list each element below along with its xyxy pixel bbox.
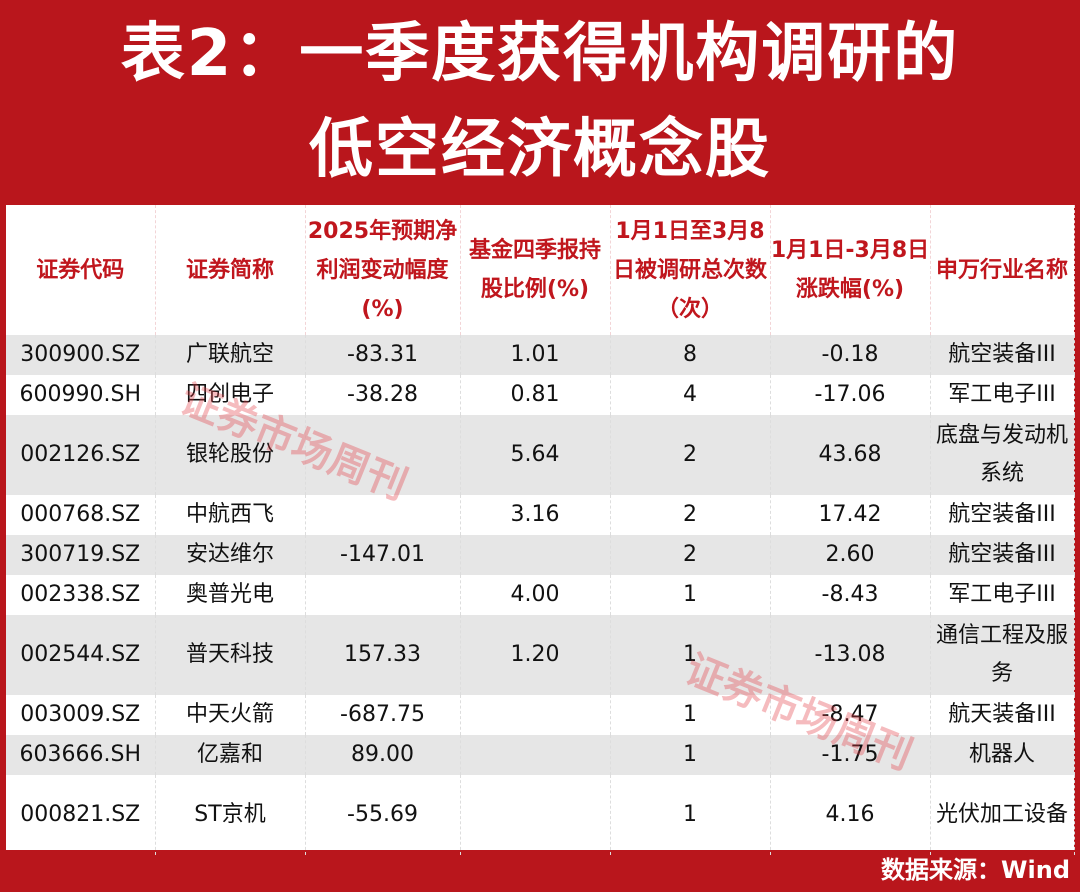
table-cell: ST京机 <box>155 775 306 855</box>
column-header: 基金四季报持股比例(%) <box>460 205 611 335</box>
table-cell: -147.01 <box>305 535 461 575</box>
table-cell: 002338.SZ <box>6 575 156 615</box>
table-cell: 广联航空 <box>155 335 306 375</box>
title-line-2: 低空经济概念股 <box>309 113 771 187</box>
table-row: 300900.SZ 广联航空 -83.31 1.01 8 -0.18 航空装备III <box>6 335 1075 375</box>
table-cell: -8.43 <box>770 575 931 615</box>
column-header: 1月1日-3月8日涨跌幅(%) <box>770 205 931 335</box>
table-cell: -687.75 <box>305 695 461 735</box>
title-line-1: 表2：一季度获得机构调研的 <box>120 17 960 91</box>
table-cell: 军工电子III <box>930 375 1075 415</box>
table-cell: 航天装备III <box>930 695 1075 735</box>
table-cell: 1 <box>610 575 771 615</box>
table-cell <box>460 695 611 735</box>
table-cell <box>460 735 611 775</box>
table-cell <box>305 415 461 495</box>
page-title: 表2：一季度获得机构调研的 低空经济概念股 <box>0 0 1080 205</box>
table-row: 000768.SZ 中航西飞 3.16 2 17.42 航空装备III <box>6 495 1075 535</box>
source-footer: 数据来源：Wind <box>881 856 1070 884</box>
table-cell: 1 <box>610 735 771 775</box>
table-cell: 军工电子III <box>930 575 1075 615</box>
table-cell: 0.81 <box>460 375 611 415</box>
table-cell: 航空装备III <box>930 535 1075 575</box>
table-cell: 普天科技 <box>155 615 306 695</box>
table-cell: 机器人 <box>930 735 1075 775</box>
table-cell: 4.16 <box>770 775 931 855</box>
table-cell: 003009.SZ <box>6 695 156 735</box>
table-cell: -38.28 <box>305 375 461 415</box>
table-cell: 航空装备III <box>930 335 1075 375</box>
table-cell: 000768.SZ <box>6 495 156 535</box>
table-cell <box>305 575 461 615</box>
table-cell <box>460 535 611 575</box>
table-cell: 2 <box>610 495 771 535</box>
table-cell: 17.42 <box>770 495 931 535</box>
table-cell: -55.69 <box>305 775 461 855</box>
table-cell: 航空装备III <box>930 495 1075 535</box>
table-cell: 四创电子 <box>155 375 306 415</box>
table-cell: 1.20 <box>460 615 611 695</box>
table-row: 603666.SH 亿嘉和 89.00 1 -1.75 机器人 <box>6 735 1075 775</box>
table-header-row: 证券代码 证券简称 2025年预期净利润变动幅度(%) 基金四季报持股比例(%) 1月1… <box>6 205 1075 335</box>
column-header: 2025年预期净利润变动幅度(%) <box>305 205 461 335</box>
table-row: 600990.SH 四创电子 -38.28 0.81 4 -17.06 军工电子III <box>6 375 1075 415</box>
table-cell: 通信工程及服务 <box>930 615 1075 695</box>
table-cell: 2 <box>610 415 771 495</box>
table-cell: 43.68 <box>770 415 931 495</box>
table-cell: -1.75 <box>770 735 931 775</box>
table-cell: 1.01 <box>460 335 611 375</box>
table-cell: 600990.SH <box>6 375 156 415</box>
table-cell: -8.47 <box>770 695 931 735</box>
table-cell: 300719.SZ <box>6 535 156 575</box>
column-header: 证券简称 <box>155 205 306 335</box>
column-header: 申万行业名称 <box>930 205 1075 335</box>
table-row: 300719.SZ 安达维尔 -147.01 2 2.60 航空装备III <box>6 535 1075 575</box>
table-cell: 中航西飞 <box>155 495 306 535</box>
data-table-container: 证券代码 证券简称 2025年预期净利润变动幅度(%) 基金四季报持股比例(%) 1月1… <box>6 205 1075 855</box>
table-row: 002338.SZ 奥普光电 4.00 1 -8.43 军工电子III <box>6 575 1075 615</box>
table-cell: 8 <box>610 335 771 375</box>
table-cell: 1 <box>610 775 771 855</box>
table-cell: -0.18 <box>770 335 931 375</box>
table-cell <box>460 775 611 855</box>
table-cell: 603666.SH <box>6 735 156 775</box>
table-cell: 4 <box>610 375 771 415</box>
table-cell: 安达维尔 <box>155 535 306 575</box>
table-cell: 2.60 <box>770 535 931 575</box>
column-header: 1月1日至3月8日被调研总次数（次） <box>610 205 771 335</box>
table-cell: 002126.SZ <box>6 415 156 495</box>
column-header: 证券代码 <box>6 205 156 335</box>
table-row: 002126.SZ 银轮股份 5.64 2 43.68 底盘与发动机系统 <box>6 415 1075 495</box>
table-cell: 光伏加工设备 <box>930 775 1075 855</box>
table-cell: 1 <box>610 695 771 735</box>
table-cell: 亿嘉和 <box>155 735 306 775</box>
table-cell: 5.64 <box>460 415 611 495</box>
table-cell: -13.08 <box>770 615 931 695</box>
table-row: 000821.SZ ST京机 -55.69 1 4.16 光伏加工设备 <box>6 775 1075 855</box>
table-row: 003009.SZ 中天火箭 -687.75 1 -8.47 航天装备III <box>6 695 1075 735</box>
table-cell: 89.00 <box>305 735 461 775</box>
table-cell: 底盘与发动机系统 <box>930 415 1075 495</box>
table-cell: 2 <box>610 535 771 575</box>
table-cell: 银轮股份 <box>155 415 306 495</box>
table-cell: 002544.SZ <box>6 615 156 695</box>
table-cell: 中天火箭 <box>155 695 306 735</box>
table-cell <box>305 495 461 535</box>
table-cell: 1 <box>610 615 771 695</box>
table-row: 002544.SZ 普天科技 157.33 1.20 1 -13.08 通信工程及服务 <box>6 615 1075 695</box>
table-cell: -17.06 <box>770 375 931 415</box>
table-cell: 300900.SZ <box>6 335 156 375</box>
data-table: 证券代码 证券简称 2025年预期净利润变动幅度(%) 基金四季报持股比例(%) 1月1… <box>6 205 1075 855</box>
table-cell: 4.00 <box>460 575 611 615</box>
table-cell: 157.33 <box>305 615 461 695</box>
table-cell: 3.16 <box>460 495 611 535</box>
table-cell: 000821.SZ <box>6 775 156 855</box>
table-cell: -83.31 <box>305 335 461 375</box>
table-cell: 奥普光电 <box>155 575 306 615</box>
